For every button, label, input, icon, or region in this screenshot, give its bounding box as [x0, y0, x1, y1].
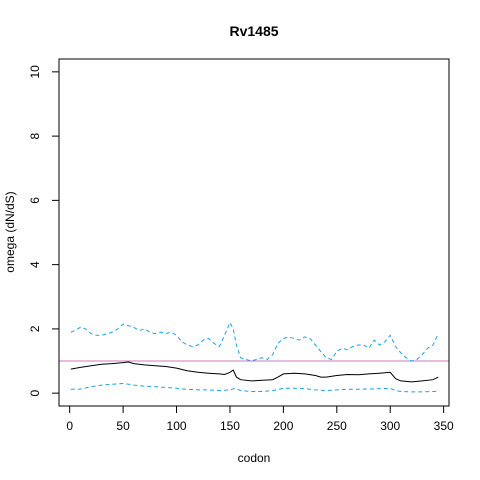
y-tick-label: 0: [28, 389, 42, 396]
y-axis-label: omega (dN/dS): [3, 191, 17, 272]
y-tick-label: 4: [28, 261, 42, 268]
series-line-lower-bound: [70, 382, 439, 393]
x-tick-label: 100: [167, 419, 187, 433]
series-layer: [59, 321, 449, 393]
x-tick-label: 50: [116, 419, 130, 433]
y-tick-label: 8: [28, 132, 42, 139]
series-line-estimate: [70, 361, 439, 383]
y-tick-label: 2: [28, 325, 42, 332]
plot-frame: [58, 58, 450, 407]
x-tick-label: 350: [434, 419, 454, 433]
chart-title: Rv1485: [229, 23, 278, 39]
x-tick-label: 200: [273, 419, 293, 433]
y-tick-label: 6: [28, 197, 42, 204]
series-line-upper-bound: [70, 321, 439, 362]
x-tick-label: 300: [380, 419, 400, 433]
x-tick-label: 250: [327, 419, 347, 433]
x-axis-label: codon: [238, 451, 271, 465]
y-tick-label: 10: [28, 65, 42, 79]
x-tick-label: 150: [220, 419, 240, 433]
x-tick-label: 0: [66, 419, 73, 433]
axis-ticks: 0 50 100 150 200 250 300 350 0 2 4 6 8 10: [28, 65, 454, 433]
